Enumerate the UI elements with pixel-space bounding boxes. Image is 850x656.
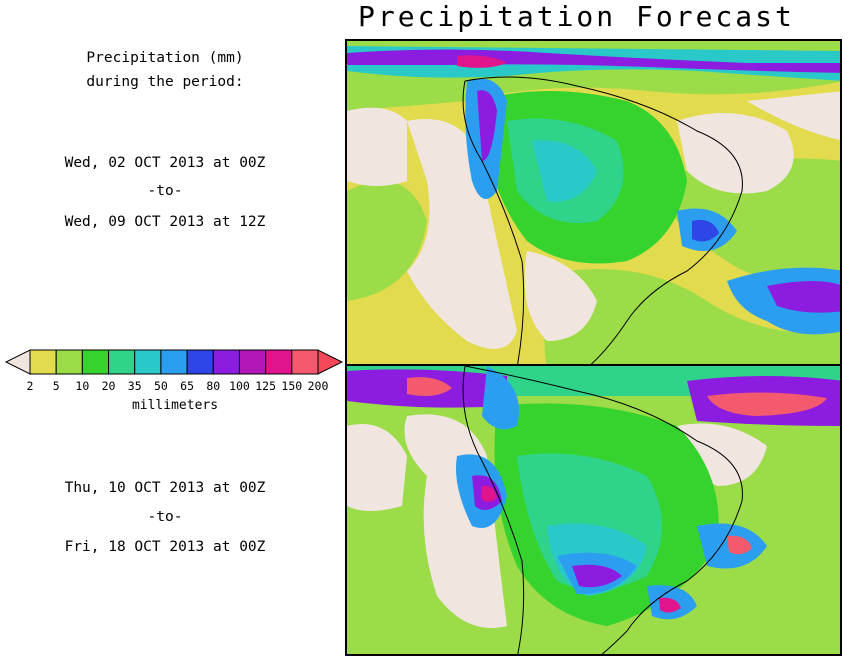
- forecast-map-period1: [345, 39, 842, 366]
- legend-tick-label: 10: [75, 379, 90, 393]
- map-title: Precipitation Forecast: [358, 0, 795, 33]
- legend-units: millimeters: [131, 398, 219, 413]
- description-line-2: during the period:: [86, 74, 244, 90]
- forecast-map-period2: [345, 364, 842, 656]
- legend-swatch-below: [4, 349, 31, 375]
- legend-swatch: [134, 349, 162, 375]
- legend-swatch: [238, 349, 267, 375]
- legend-tick-label: 80: [206, 379, 221, 393]
- legend-tick-label: 35: [127, 379, 142, 393]
- legend-swatch-above: [317, 349, 344, 375]
- legend-tick-label: 65: [180, 379, 195, 393]
- legend-tick-label: 5: [52, 379, 60, 393]
- period1-end: Wed, 09 OCT 2013 at 12Z: [64, 214, 266, 230]
- period1-separator: -to-: [147, 183, 183, 199]
- description-line-1: Precipitation (mm): [86, 50, 244, 66]
- period2-end: Fri, 18 OCT 2013 at 00Z: [64, 539, 266, 555]
- legend-swatch: [212, 349, 240, 375]
- legend-tick-label: 125: [255, 379, 277, 393]
- legend-swatch: [186, 349, 214, 375]
- color-legend: [4, 349, 344, 375]
- map-period1-graphic: [347, 41, 840, 364]
- legend-tick-label: 150: [281, 379, 303, 393]
- legend-swatch: [265, 349, 293, 375]
- legend-tick-label: 100: [229, 379, 250, 393]
- period1-start: Wed, 02 OCT 2013 at 00Z: [64, 155, 266, 171]
- legend-swatch: [55, 349, 83, 375]
- map-period2-graphic: [347, 366, 840, 654]
- period2-start: Thu, 10 OCT 2013 at 00Z: [64, 480, 266, 496]
- legend-labels: 2 5 10 20 35 50 65 80 100 125 150 200: [0, 379, 345, 393]
- legend-tick-label: 50: [153, 379, 168, 393]
- period2-separator: -to-: [147, 509, 183, 525]
- legend-swatch: [81, 349, 110, 375]
- legend-tick-label: 20: [101, 379, 116, 393]
- legend-swatch: [29, 349, 57, 375]
- legend-tick-label: 2: [26, 379, 34, 393]
- legend-swatch: [108, 349, 136, 375]
- legend-swatch: [160, 349, 188, 375]
- legend-tick-label: 200: [307, 379, 329, 393]
- legend-swatch: [291, 349, 319, 375]
